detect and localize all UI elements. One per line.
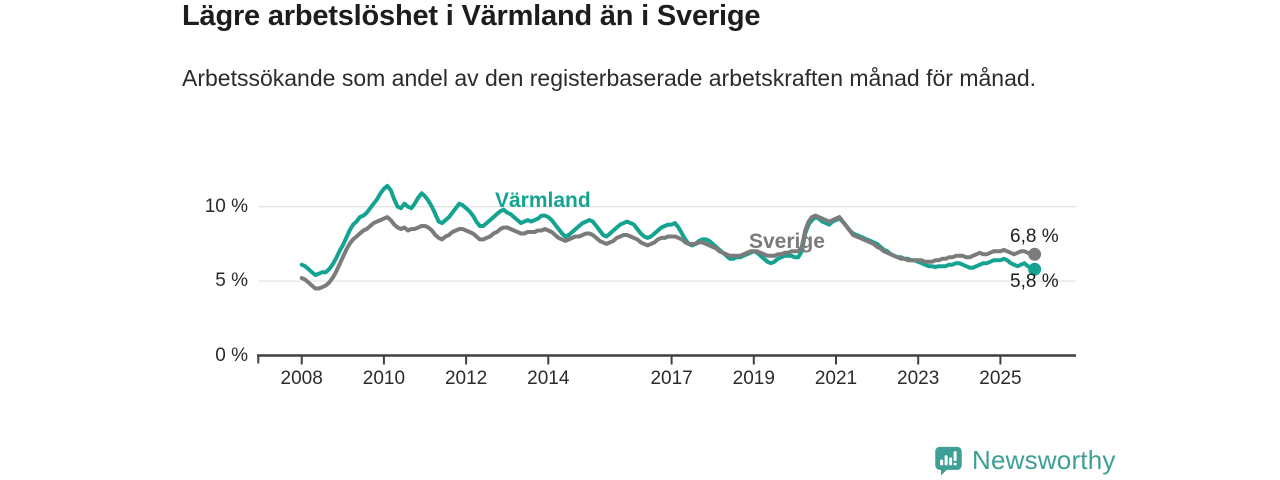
brand-footer: Newsworthy xyxy=(934,445,1116,476)
x-tick-label: 2017 xyxy=(650,368,693,389)
y-tick-label: 5 % xyxy=(215,270,248,291)
x-tick-label: 2012 xyxy=(444,368,488,389)
x-tick-label: 2010 xyxy=(362,368,406,389)
series-label-sverige: Sverige xyxy=(749,230,825,253)
series-end-dot-sverige xyxy=(1028,247,1042,261)
end-value-label-varmland: 5,8 % xyxy=(1010,271,1059,292)
newsworthy-logo-icon xyxy=(935,446,962,476)
chart-subtitle: Arbetssökande som andel av den registerb… xyxy=(182,65,1037,91)
x-tick-label: 2021 xyxy=(814,368,858,389)
x-tick-label: 2019 xyxy=(732,368,775,389)
x-tick-label: 2014 xyxy=(527,368,570,389)
series-label-varmland: Värmland xyxy=(495,189,591,212)
series-end-dot-varmland xyxy=(1028,262,1042,276)
y-tick-label: 0 % xyxy=(215,345,248,366)
series-line-sverige xyxy=(299,213,1037,291)
y-tick-label: 10 % xyxy=(204,196,248,217)
brand-name: Newsworthy xyxy=(972,445,1116,475)
x-tick-label: 2023 xyxy=(897,368,940,389)
x-tick-label: 2008 xyxy=(280,368,323,389)
chart-title: Lägre arbetslöshet i Värmland än i Sveri… xyxy=(182,0,761,32)
x-tick-label: 2025 xyxy=(979,368,1022,389)
end-value-label-sverige: 6,8 % xyxy=(1010,226,1059,247)
